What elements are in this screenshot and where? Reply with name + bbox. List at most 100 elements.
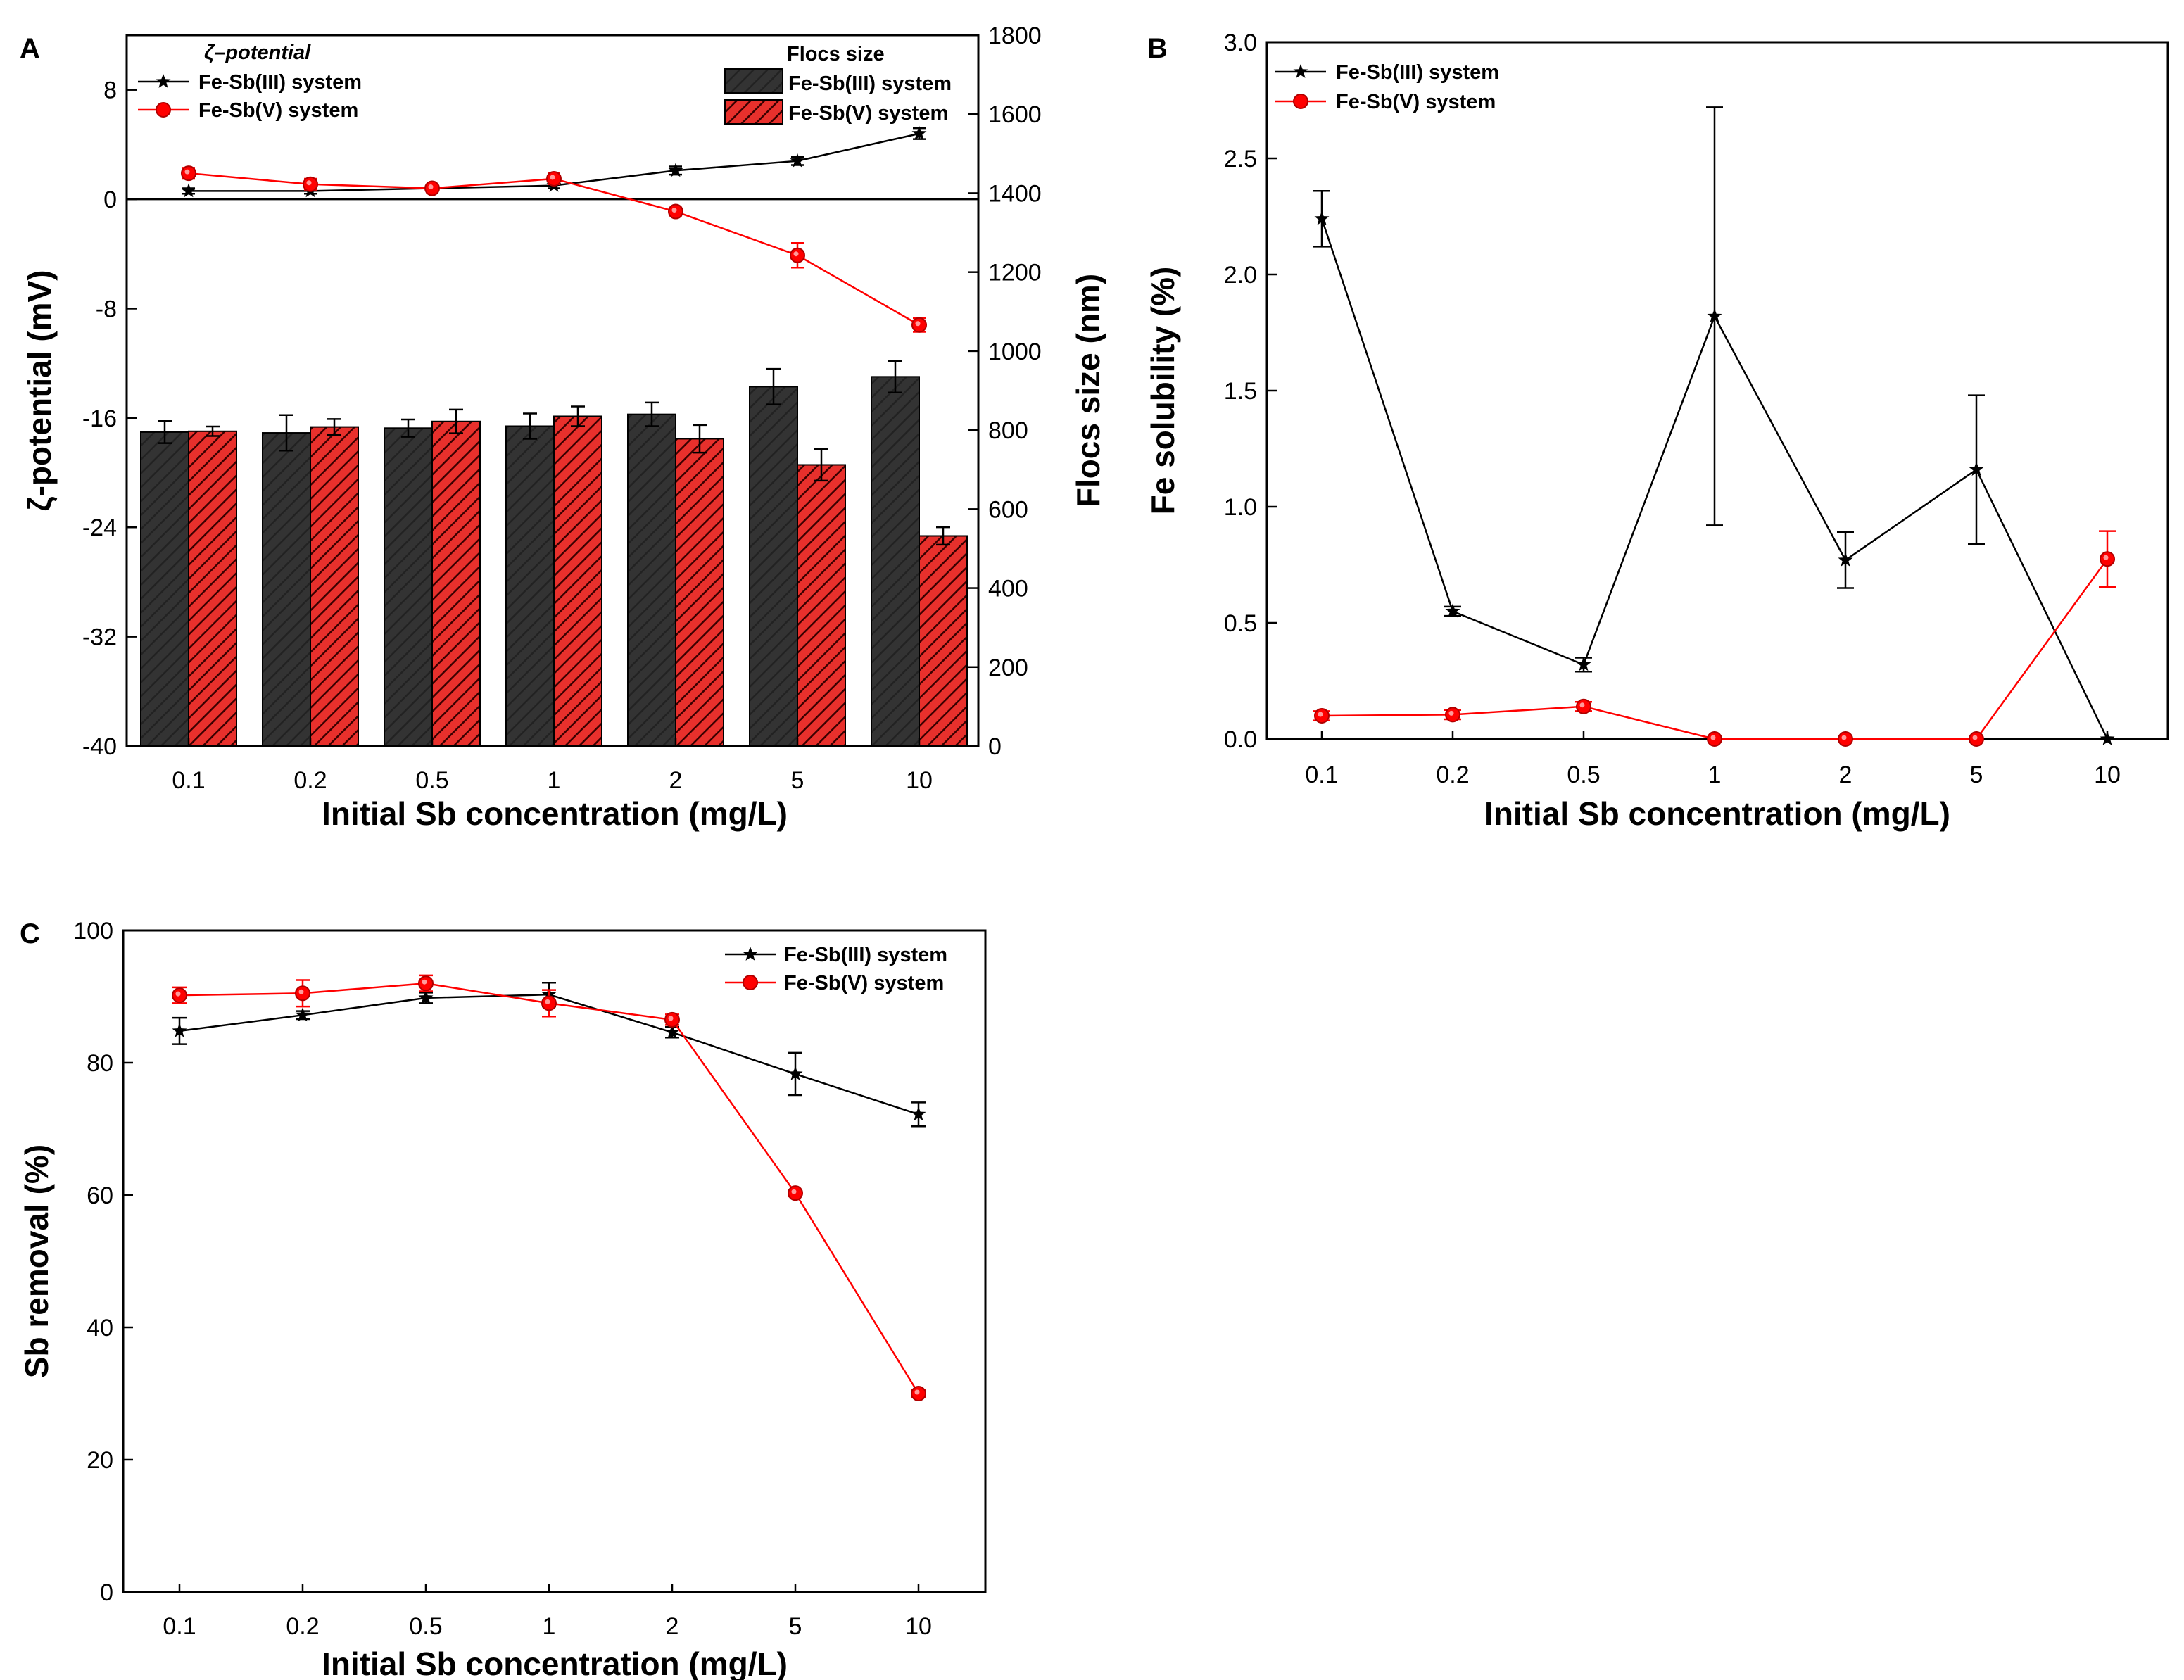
panel-a-bars <box>140 360 968 747</box>
panel-c-y-title: Sb removal (%) <box>18 1144 55 1378</box>
panel-a-x-axis: 0.1 0.2 0.5 1 2 5 10 <box>172 738 933 794</box>
panel-b: B 0.0 0.5 1.0 1.5 2.0 2.5 3.0 0.1 0.2 0.5 1 2 5 10 I… <box>1144 30 2169 832</box>
y-tick-label: 0.0 <box>1224 726 1257 753</box>
y-tick-label: 100 <box>73 918 113 945</box>
y-tick-label: 1600 <box>988 101 1042 128</box>
y-tick-label: 3.0 <box>1224 30 1257 56</box>
x-tick-label: 0.1 <box>1305 762 1338 788</box>
legend-label-v: Fe-Sb(V) system <box>1336 91 1496 113</box>
data-point-highlight <box>791 1189 797 1194</box>
y-tick-label: 1.5 <box>1224 378 1257 405</box>
y-tick-label: 2.0 <box>1224 262 1257 289</box>
data-point-highlight <box>668 1016 674 1021</box>
x-tick-label: 0.2 <box>286 1613 319 1640</box>
legend-star-marker <box>1293 64 1308 78</box>
legend-label-iii: Fe-Sb(III) system <box>1336 61 1499 84</box>
data-point-star <box>1707 308 1722 323</box>
panel-a-y-right-title: Flocs size (nm) <box>1070 274 1106 507</box>
data-point-highlight <box>1841 735 1847 740</box>
x-tick-label: 2 <box>666 1613 679 1640</box>
y-tick-label: 2.5 <box>1224 146 1257 172</box>
x-tick-label: 0.5 <box>409 1613 442 1640</box>
legend-circle-marker <box>743 975 758 990</box>
data-point-star <box>418 990 434 1004</box>
data-point-star <box>181 183 196 198</box>
panel-c: C 0 20 40 60 80 100 0.1 0.2 0.5 1 2 5 10 Initial Sb… <box>18 918 987 1680</box>
y-tick-label: 400 <box>988 576 1028 602</box>
bar-v <box>675 438 724 747</box>
x-tick-label: 10 <box>905 1613 932 1640</box>
panel-c-lines <box>172 974 926 1401</box>
data-point-star <box>911 1106 926 1121</box>
data-point-highlight <box>175 991 181 997</box>
legend-bar-swatch-v <box>724 99 783 125</box>
legend-circle-marker <box>1293 94 1308 109</box>
data-point-star <box>788 1066 803 1080</box>
panel-a-x-title: Initial Sb concentration (mg/L) <box>322 795 788 832</box>
data-point-highlight <box>1710 735 1716 740</box>
panel-c-x-title: Initial Sb concentration (mg/L) <box>322 1646 788 1680</box>
x-tick-label: 0.2 <box>293 767 327 794</box>
x-tick-label: 0.1 <box>172 767 205 794</box>
legend-bars-title: Flocs size <box>787 43 885 65</box>
panel-b-x-title: Initial Sb concentration (mg/L) <box>1484 795 1950 832</box>
panel-c-y-axis: 0 20 40 60 80 100 <box>73 918 133 1606</box>
panel-b-lines <box>1313 106 2116 747</box>
legend-label-iii: Fe-Sb(III) system <box>784 944 947 966</box>
data-point-star <box>295 1007 310 1022</box>
bar-iii <box>384 427 433 747</box>
panel-c-legend: Fe-Sb(III) system Fe-Sb(V) system <box>725 944 947 994</box>
data-point-star <box>1314 210 1330 225</box>
legend-label-v: Fe-Sb(V) system <box>198 99 358 122</box>
y-tick-label: 60 <box>87 1182 113 1209</box>
data-point-star <box>1969 462 1984 476</box>
panel-a: A -40 -32 -24 -16 -8 0 8 0 200 400 600 800 1000 1200… <box>20 23 1106 832</box>
panel-a-left-axis: -40 -32 -24 -16 -8 0 8 <box>82 77 137 760</box>
x-tick-label: 0.2 <box>1436 762 1469 788</box>
data-point-highlight <box>545 999 550 1004</box>
x-tick-label: 0.5 <box>415 767 448 794</box>
x-tick-label: 5 <box>791 767 804 794</box>
series-line <box>188 172 920 326</box>
bar-v <box>553 415 602 747</box>
x-tick-label: 10 <box>906 767 933 794</box>
bar-iii <box>505 425 555 747</box>
panel-b-frame <box>1265 41 2169 740</box>
data-point-highlight <box>428 184 434 190</box>
y-tick-label: 0.5 <box>1224 610 1257 637</box>
legend-star-marker <box>743 947 758 961</box>
y-tick-label: 0 <box>100 1579 113 1606</box>
legend-star-marker <box>156 74 171 88</box>
y-tick-label: 600 <box>988 496 1028 523</box>
panel-a-legend-bars: Flocs size Fe-Sb(III) system Fe-Sb(V) sy… <box>724 43 952 125</box>
data-point-highlight <box>1448 710 1454 716</box>
x-tick-label: 2 <box>669 767 683 794</box>
panel-a-right-axis: 0 200 400 600 800 1000 1200 1400 1600 1800 <box>968 23 1042 760</box>
legend-bar-swatch-iii <box>724 68 783 94</box>
data-point-highlight <box>914 1389 920 1395</box>
data-point-highlight <box>298 989 304 994</box>
x-tick-label: 0.1 <box>163 1613 196 1640</box>
x-tick-label: 1 <box>543 1613 556 1640</box>
bar-iii <box>749 386 798 747</box>
panel-c-label: C <box>20 918 40 949</box>
panel-a-legend-lines: ζ–potential Fe-Sb(III) system Fe-Sb(V) s… <box>138 42 362 122</box>
data-point-highlight <box>1972 735 1978 740</box>
y-tick-label: 0 <box>988 733 1002 760</box>
data-point-star <box>1838 552 1853 567</box>
data-point-highlight <box>671 208 677 213</box>
y-tick-label: 1200 <box>988 260 1042 286</box>
x-tick-label: 1 <box>1708 762 1722 788</box>
panel-b-y-title: Fe solubility (%) <box>1144 267 1181 515</box>
data-point-star <box>1576 657 1591 671</box>
x-tick-label: 0.5 <box>1567 762 1600 788</box>
panel-b-y-axis: 0.0 0.5 1.0 1.5 2.0 2.5 3.0 <box>1224 30 1277 753</box>
bar-v <box>431 420 481 747</box>
bar-iii <box>140 431 189 747</box>
bar-iii <box>262 432 311 747</box>
data-point-star <box>790 153 805 168</box>
y-tick-label: -40 <box>82 733 117 760</box>
x-tick-label: 5 <box>789 1613 802 1640</box>
x-tick-label: 10 <box>2094 762 2121 788</box>
